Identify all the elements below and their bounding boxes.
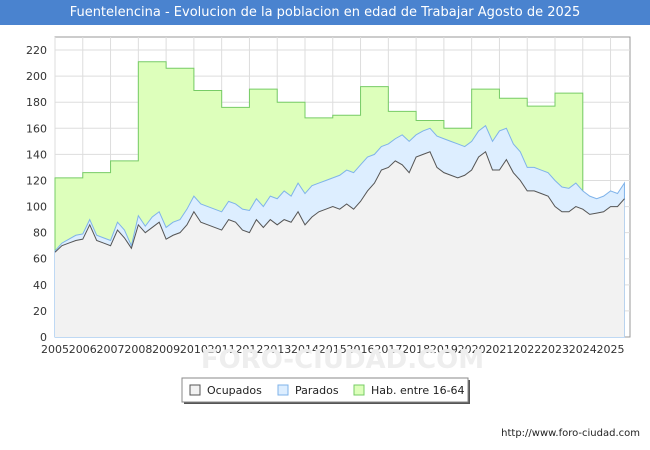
series-ocupados-area xyxy=(55,151,625,337)
y-tick-label: 80 xyxy=(33,227,47,240)
y-tick-label: 200 xyxy=(26,70,47,83)
legend-swatch-3 xyxy=(353,384,365,396)
x-tick-label: 2010 xyxy=(180,343,208,356)
x-tick-label: 2025 xyxy=(597,343,625,356)
x-tick-label: 2008 xyxy=(124,343,152,356)
y-tick-label: 0 xyxy=(40,331,47,344)
x-tick-label: 2012 xyxy=(235,343,263,356)
y-tick-label: 40 xyxy=(33,279,47,292)
legend xyxy=(181,377,469,403)
legend-swatch-2 xyxy=(277,384,289,396)
y-tick-label: 160 xyxy=(26,122,47,135)
footer-url[interactable]: http://www.foro-ciudad.com xyxy=(501,428,640,439)
chart-title: Fuentelencina - Evolucion de la poblacio… xyxy=(0,0,650,25)
x-tick-label: 2005 xyxy=(41,343,69,356)
x-tick-label: 2021 xyxy=(485,343,513,356)
series-ocupados-line xyxy=(54,150,625,253)
x-tick-label: 2006 xyxy=(69,343,97,356)
x-tick-label: 2023 xyxy=(541,343,569,356)
x-tick-label: 2019 xyxy=(430,343,458,356)
x-tick-label: 2013 xyxy=(263,343,291,356)
legend-swatch-1 xyxy=(189,384,201,396)
legend-label-3: Hab. entre 16-64 xyxy=(371,384,465,397)
watermark: FORO-CIUDAD.COM xyxy=(201,345,484,375)
x-tick-label: 2017 xyxy=(374,343,402,356)
y-tick-label: 20 xyxy=(33,305,47,318)
x-tick-label: 2007 xyxy=(97,343,125,356)
legend-label-2: Parados xyxy=(295,384,339,397)
y-tick-label: 180 xyxy=(26,96,47,109)
y-tick-label: 140 xyxy=(26,148,47,161)
y-tick-label: 100 xyxy=(26,201,47,214)
y-tick-label: 120 xyxy=(26,174,47,187)
x-tick-label: 2020 xyxy=(458,343,486,356)
x-tick-label: 2016 xyxy=(347,343,375,356)
x-tick-label: 2014 xyxy=(291,343,319,356)
y-tick-label: 220 xyxy=(26,44,47,57)
x-tick-label: 2011 xyxy=(208,343,236,356)
y-tick-label: 60 xyxy=(33,253,47,266)
x-tick-label: 2009 xyxy=(152,343,180,356)
x-tick-label: 2015 xyxy=(319,343,347,356)
x-tick-label: 2024 xyxy=(569,343,597,356)
legend-label-1: Ocupados xyxy=(207,384,262,397)
x-tick-label: 2022 xyxy=(513,343,541,356)
x-tick-label: 2018 xyxy=(402,343,430,356)
